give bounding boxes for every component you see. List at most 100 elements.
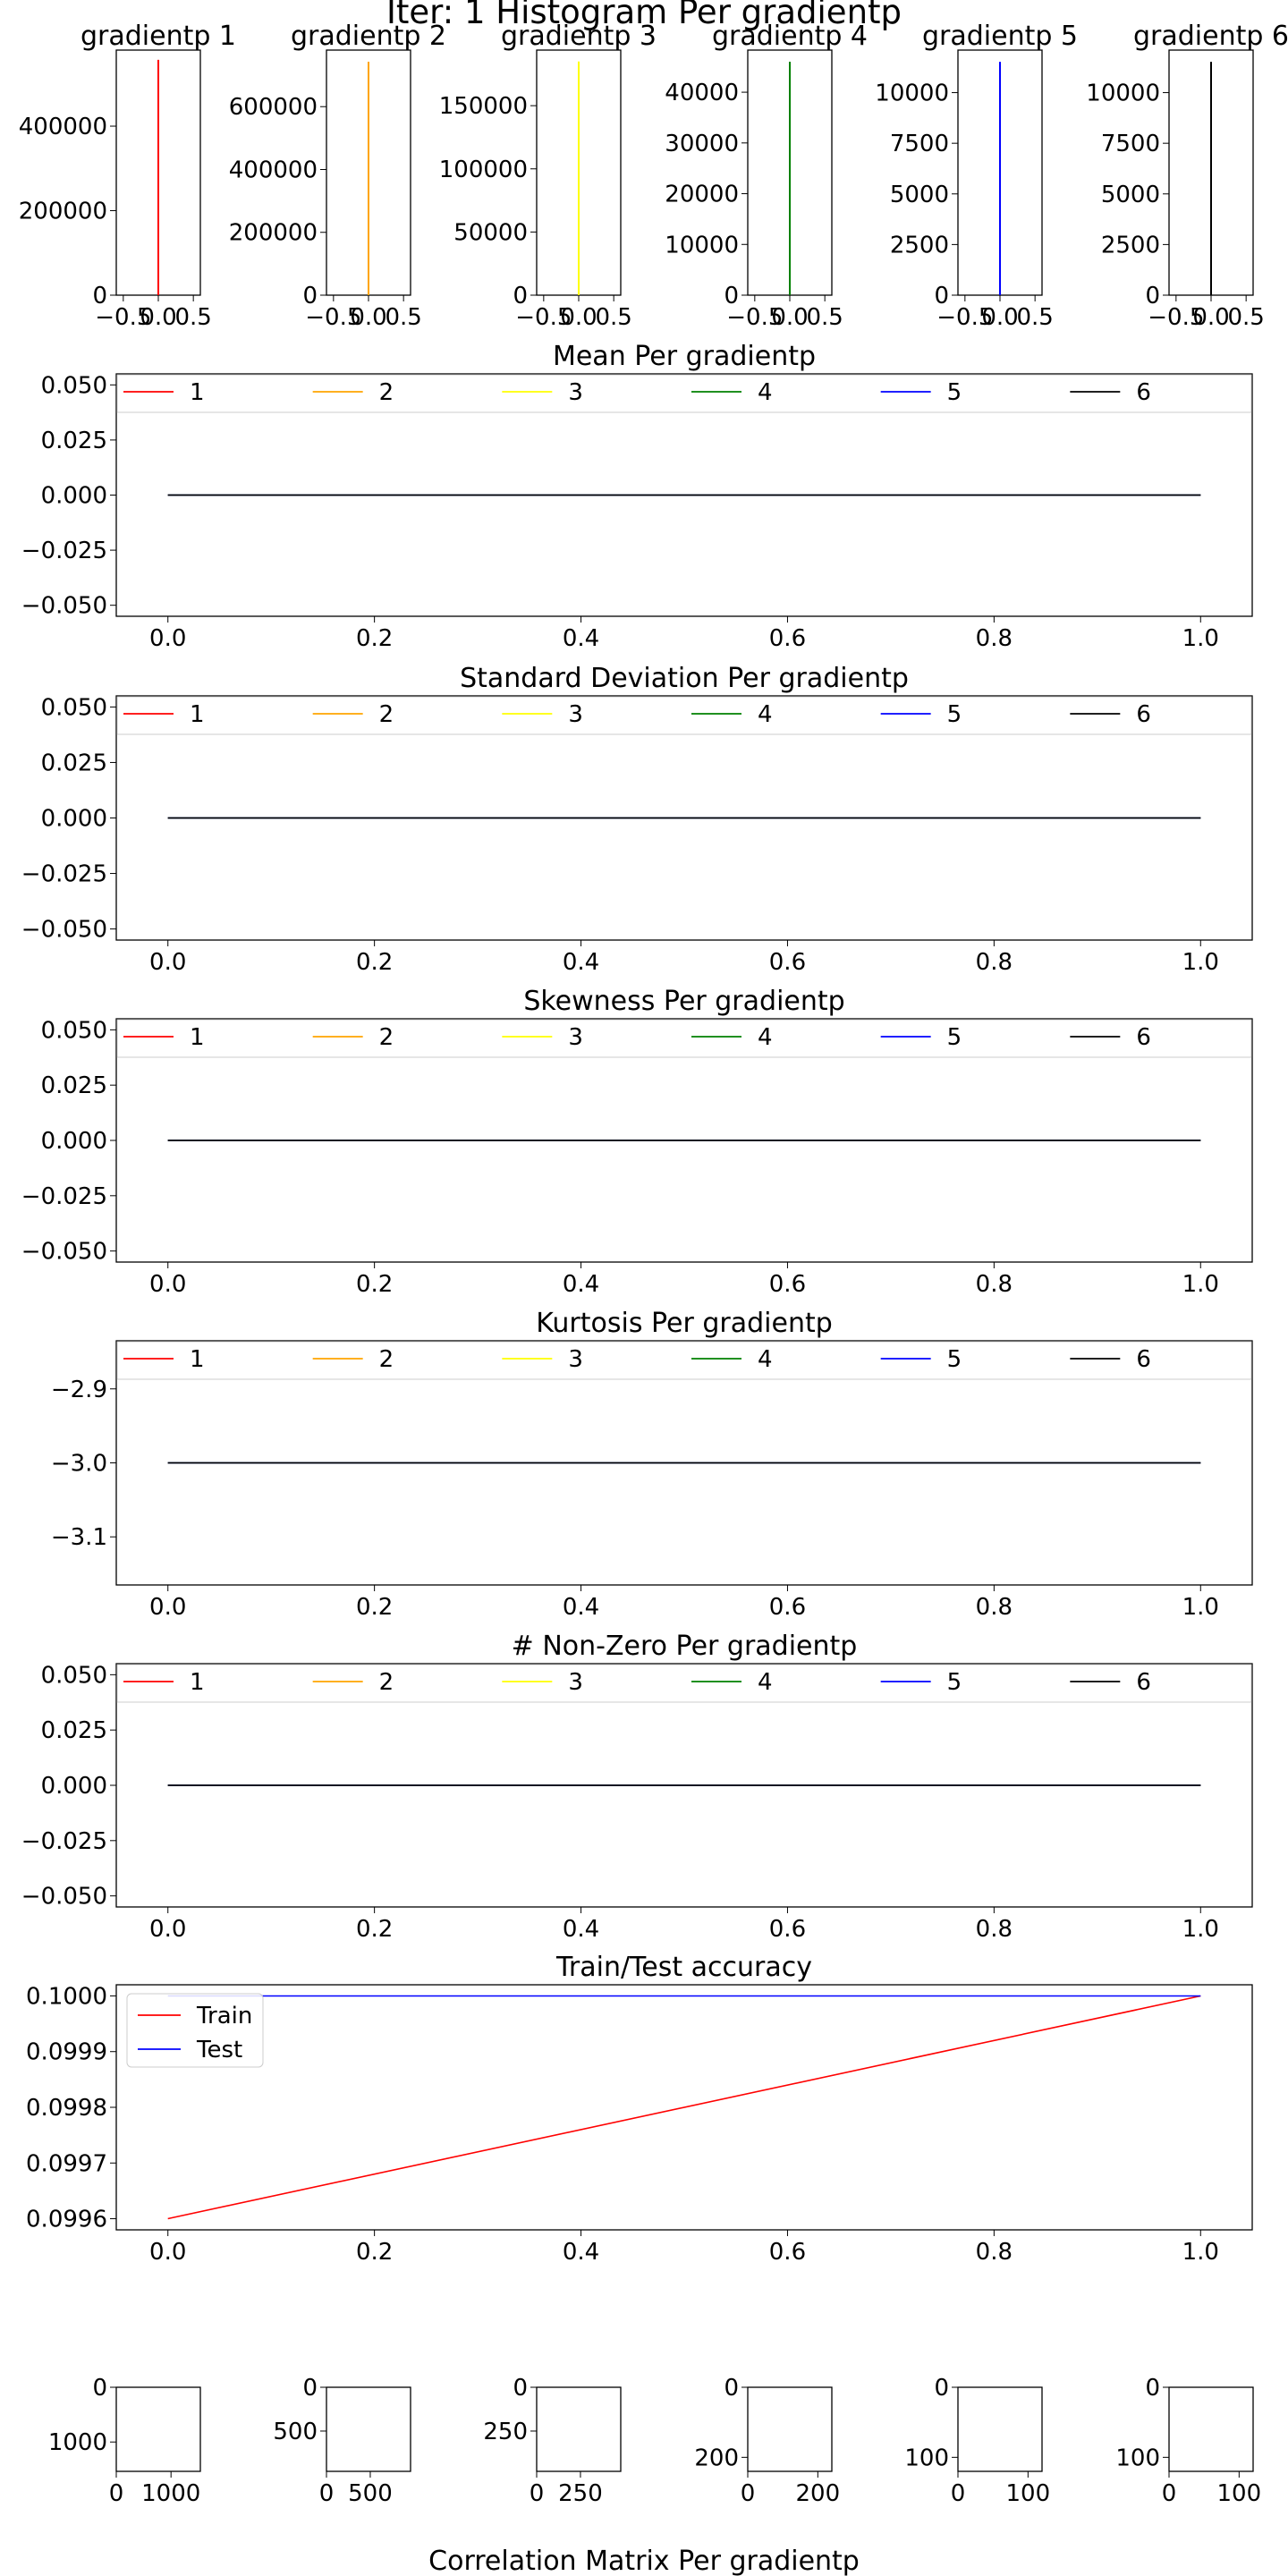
x-tick-label: 1.0 (1182, 2239, 1219, 2266)
x-tick-label: 0.0 (140, 304, 176, 331)
x-tick-label: 0.2 (356, 1916, 393, 1943)
y-tick-label: 250 (483, 2419, 528, 2445)
chart-title: Standard Deviation Per gradientp (460, 663, 909, 694)
y-tick-label: 0.050 (41, 1017, 107, 1044)
heatmap-axes-frame (1168, 2386, 1254, 2472)
histogram-6: gradientp 6 0 2500 5000 7500 10000 −0.50.00.5 (1086, 21, 1288, 331)
heatmap-axes-frame (115, 2386, 201, 2472)
y-tick-label: 400000 (229, 157, 318, 183)
y-tick-label: 400000 (19, 114, 107, 140)
correlation-matrix-3: 0 250 0 250 (483, 2375, 622, 2507)
y-tick-label: −0.025 (21, 1183, 107, 1210)
x-tick-label: 0.2 (356, 625, 393, 652)
x-tick-label: 0.0 (771, 304, 808, 331)
heatmap-axes-frame (957, 2386, 1043, 2472)
x-tick-label: 0.2 (356, 1594, 393, 1621)
plots-layer: gradientp 10200000400000−0.50.00.5gradie… (19, 21, 1288, 2507)
x-tick-label: 0.0 (981, 304, 1018, 331)
y-tick-label: 0.0996 (26, 2207, 107, 2233)
y-tick-label: 5000 (1101, 182, 1160, 208)
histogram-title: gradientp 6 (1133, 21, 1288, 52)
x-tick-label: 0.0 (350, 304, 386, 331)
x-tick-label: 0.8 (976, 1594, 1013, 1621)
y-tick-label: −2.9 (51, 1377, 107, 1403)
line-chart-skew: Skewness Per gradientp0.0500.0250.000−0.… (21, 986, 1253, 1298)
y-tick-label: 5000 (890, 182, 949, 208)
x-tick-label: 0.8 (976, 1916, 1013, 1943)
legend-label: 2 (379, 1669, 394, 1696)
x-tick-label: 0.0 (149, 949, 186, 976)
legend-label: 5 (947, 379, 962, 406)
y-tick-label: 200000 (19, 199, 107, 225)
histogram-title: gradientp 3 (501, 21, 657, 52)
y-tick-label: −3.0 (51, 1451, 107, 1478)
x-tick-label: −0.5 (726, 304, 783, 331)
x-tick-label: 200 (796, 2480, 841, 2507)
legend-label: 1 (190, 1024, 205, 1051)
line-chart-std: Standard Deviation Per gradientp 0.050 0.0… (21, 663, 1253, 976)
x-tick-label: 1.0 (1182, 625, 1219, 652)
y-tick-label: 40000 (665, 80, 739, 106)
line-chart-nonzero: # Non-Zero Per gradientp0.0500.0250.000−… (21, 1631, 1253, 1943)
y-tick-label: 2500 (1101, 232, 1160, 258)
legend-label: Train (196, 2003, 252, 2029)
x-tick-label: 0.2 (356, 2239, 393, 2266)
x-tick-label: 0 (951, 2480, 966, 2507)
legend-label: 4 (758, 1669, 773, 1696)
chart-title: Mean Per gradientp (553, 341, 816, 372)
legend-label: Test (196, 2037, 242, 2063)
y-tick-label: 10000 (665, 232, 739, 258)
correlation-matrix-2: 0 500 0 500 (273, 2375, 411, 2507)
x-tick-label: 0 (109, 2480, 124, 2507)
x-tick-label: 0.5 (385, 304, 421, 331)
legend-label: 6 (1136, 1669, 1151, 1696)
legend-box (116, 1019, 1252, 1058)
x-tick-label: 0.5 (174, 304, 211, 331)
y-tick-label: 0.025 (41, 1072, 107, 1099)
y-tick-label: 0 (1145, 283, 1160, 309)
line-chart-mean: Mean Per gradientp0.0500.0250.000−0.025−… (21, 341, 1253, 652)
y-tick-label: −0.025 (21, 1828, 107, 1855)
legend-box (116, 374, 1252, 413)
heatmap-axes-frame (536, 2386, 622, 2472)
x-tick-label: 1.0 (1182, 1271, 1219, 1298)
y-tick-label: 10000 (875, 80, 949, 107)
y-tick-label: 0.000 (41, 1128, 107, 1155)
y-tick-label: −0.050 (21, 1884, 107, 1911)
y-tick-label: 100 (904, 2445, 949, 2471)
legend-label: 3 (568, 701, 583, 728)
x-tick-label: 0.4 (563, 949, 599, 976)
x-tick-label: 0.8 (976, 1271, 1013, 1298)
y-tick-label: 10000 (1086, 80, 1160, 107)
histogram-4: gradientp 4 0 10000 20000 30000 40000 −0.50.00… (665, 21, 868, 331)
y-tick-label: 200000 (229, 220, 318, 247)
y-tick-label: 0.0998 (26, 2095, 107, 2122)
legend-box (116, 1341, 1252, 1380)
y-tick-label: 0.050 (41, 694, 107, 721)
x-tick-label: 1000 (141, 2480, 200, 2507)
y-tick-label: 500 (273, 2419, 318, 2445)
legend-label: 5 (947, 1346, 962, 1373)
y-tick-label: 0.025 (41, 750, 107, 776)
x-tick-label: 0.6 (769, 1594, 806, 1621)
x-tick-label: 0.2 (356, 949, 393, 976)
series-line-train (167, 1995, 1201, 2220)
legend-label: 6 (1136, 1346, 1151, 1373)
y-tick-label: 0.0997 (26, 2150, 107, 2177)
x-tick-label: 0.6 (769, 1271, 806, 1298)
legend-label: 2 (379, 701, 394, 728)
legend-label: 2 (379, 379, 394, 406)
x-tick-label: −0.5 (305, 304, 361, 331)
y-tick-label: 150000 (439, 93, 528, 120)
x-tick-label: 0.6 (769, 2239, 806, 2266)
legend-label: 3 (568, 1669, 583, 1696)
x-tick-label: 0.4 (563, 1271, 599, 1298)
x-tick-label: 1.0 (1182, 1594, 1219, 1621)
y-tick-label: 0.0999 (26, 2039, 107, 2066)
legend-label: 4 (758, 1346, 773, 1373)
x-tick-label: 0.6 (769, 949, 806, 976)
x-tick-label: 0.8 (976, 625, 1013, 652)
y-tick-label: 0.1000 (26, 1983, 107, 2010)
legend-label: 3 (568, 1346, 583, 1373)
